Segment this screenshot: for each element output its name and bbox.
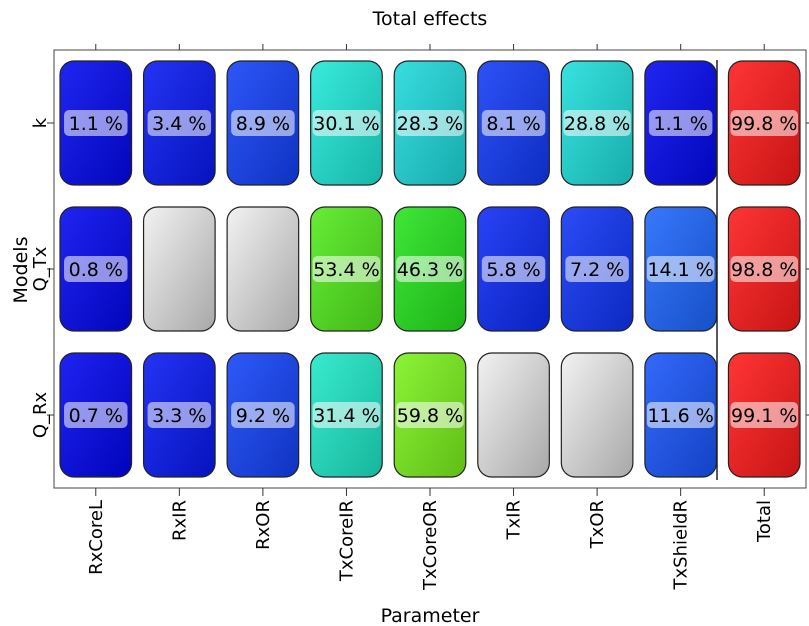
cell-Q_Rx-TxOR (560, 352, 634, 478)
cell-label-Q_Rx-RxCoreL: 0.7 % (69, 405, 123, 427)
cell-label-bg (147, 110, 212, 136)
cell-label-bg (646, 256, 715, 282)
y-tick-label-k: k (30, 117, 51, 128)
cell-label-bg (565, 256, 629, 282)
cell-label-Q_Tx-Total: 98.8 % (731, 259, 797, 281)
x-tick-label-TxCoreIR: TxCoreIR (336, 500, 357, 582)
cell-label-Q_Tx-TxCoreIR: 53.4 % (313, 259, 379, 281)
cell-label-bg (312, 402, 381, 428)
cell-Q_Tx-RxIR (142, 206, 216, 332)
cell-label-bg (481, 110, 546, 136)
cell-label-bg (312, 110, 381, 136)
cell-label-bg (312, 256, 381, 282)
cell-label-bg (648, 110, 713, 136)
y-tick-label-Q_Tx: Q_Tx (30, 246, 51, 291)
x-tick-label-RxCoreL: RxCoreL (86, 500, 107, 575)
cell-label-bg (730, 402, 798, 428)
cell-label-Q_Rx-TxCoreOR: 59.8 % (397, 405, 463, 427)
cell-label-Q_Tx-TxIR: 5.8 % (486, 259, 540, 281)
cell-label-k-RxIR: 3.4 % (152, 113, 206, 135)
cell-label-bg (396, 110, 464, 136)
cell-label-k-RxOR: 8.9 % (236, 113, 290, 135)
cell-label-Q_Tx-TxShieldR: 14.1 % (647, 259, 713, 281)
cell-label-k-TxShieldR: 1.1 % (654, 113, 708, 135)
cell-label-Q_Rx-TxShieldR: 11.6 % (647, 405, 713, 427)
cell-label-bg (64, 402, 128, 428)
cell-label-k-TxCoreIR: 30.1 % (313, 113, 379, 135)
cell-label-bg (730, 256, 798, 282)
x-tick-label-RxIR: RxIR (169, 500, 190, 541)
cell-label-bg (730, 110, 798, 136)
x-tick-label-Total: Total (754, 500, 775, 543)
cell-Q_Rx-TxIR (477, 352, 550, 478)
y-tick-label-Q_Rx: Q_Rx (30, 391, 51, 438)
x-axis-label: Parameter (381, 605, 480, 626)
cell-label-bg (396, 256, 464, 282)
cell-label-bg (396, 402, 464, 428)
cell-label-bg (481, 256, 546, 282)
x-tick-label-RxOR: RxOR (253, 500, 274, 550)
cell-label-bg (64, 256, 128, 282)
cell-label-k-Total: 99.8 % (731, 113, 797, 135)
cell-label-k-TxCoreOR: 28.3 % (397, 113, 463, 135)
x-tick-label-TxIR: TxIR (504, 500, 525, 540)
x-axis-ticks: RxCoreL RxIR RxOR TxCoreIR TxCoreOR TxIR TxOR T… (86, 44, 775, 591)
x-tick-label-TxShieldR: TxShieldR (671, 500, 692, 591)
y-axis-ticks: k Q_Tx Q_Rx (30, 117, 809, 438)
cell-label-Q_Rx-TxCoreIR: 31.4 % (313, 405, 379, 427)
heatmap-cells: 1.1 % 3.4 % 8.9 % 30.1 % 28.3 % 8.1 % 28.8 % 1.… (59, 60, 801, 478)
x-tick-label-TxCoreOR: TxCoreOR (420, 500, 441, 591)
cell-label-k-RxCoreL: 1.1 % (69, 113, 123, 135)
cell-label-bg (231, 402, 295, 428)
cell-Q_Tx-RxOR (226, 206, 300, 332)
chart-title: Total effects (372, 8, 488, 30)
cell-label-k-TxOR: 28.8 % (564, 113, 630, 135)
y-axis-label: Models (10, 237, 32, 304)
cell-label-Q_Rx-Total: 99.1 % (731, 405, 797, 427)
cell-label-bg (147, 402, 212, 428)
cell-label-bg (563, 110, 631, 136)
cell-label-Q_Rx-RxOR: 9.2 % (236, 405, 290, 427)
cell-label-bg (646, 402, 715, 428)
cell-label-Q_Tx-RxCoreL: 0.8 % (69, 259, 123, 281)
cell-label-Q_Tx-TxCoreOR: 46.3 % (397, 259, 463, 281)
cell-label-bg (231, 110, 295, 136)
cell-label-Q_Rx-RxIR: 3.3 % (152, 405, 206, 427)
cell-label-bg (64, 110, 128, 136)
cell-label-k-TxIR: 8.1 % (486, 113, 540, 135)
x-tick-label-TxOR: TxOR (587, 500, 608, 549)
cell-label-Q_Tx-TxOR: 7.2 % (570, 259, 624, 281)
